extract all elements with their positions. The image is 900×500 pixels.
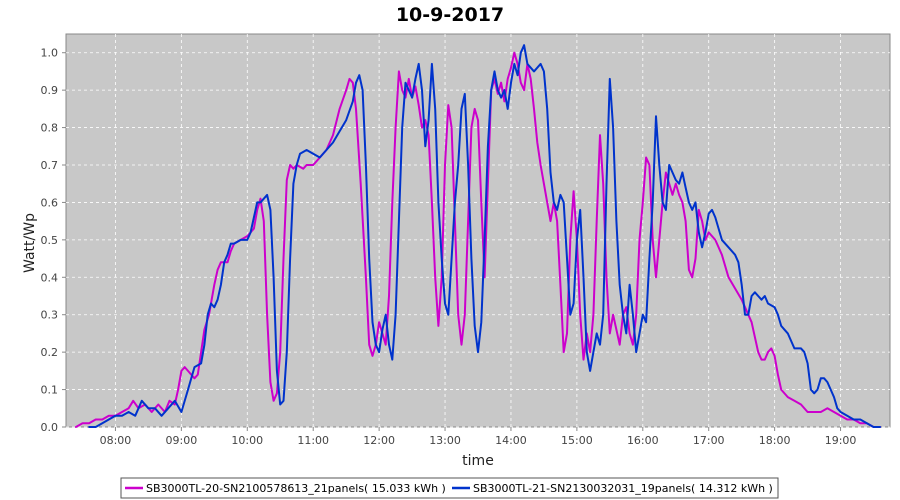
y-tick-label: 0.5 (41, 234, 59, 247)
grid (66, 34, 890, 428)
axes: 0.0 0.1 0.2 0.3 0.4 0.5 0.6 0.7 0.8 0.9 1.0 08:00 09… (41, 47, 857, 447)
x-tick-label: 19:00 (825, 434, 857, 447)
y-tick-label: 0.2 (41, 346, 59, 359)
y-tick-label: 0.1 (41, 384, 59, 397)
x-tick-label: 11:00 (297, 434, 329, 447)
y-tick-label: 0.6 (41, 196, 59, 209)
y-tick-label: 0.7 (41, 159, 59, 172)
x-tick-label: 12:00 (363, 434, 395, 447)
series-lines (74, 44, 882, 428)
x-tick-label: 09:00 (166, 434, 198, 447)
x-tick-label: 17:00 (693, 434, 725, 447)
legend-label-2: SB3000TL-21-SN2130032031_19panels( 14.31… (473, 482, 773, 495)
x-tick-label: 13:00 (429, 434, 461, 447)
x-axis-label: time (462, 453, 494, 469)
x-tick-label: 10:00 (231, 434, 263, 447)
legend: SB3000TL-20-SN2100578613_21panels( 15.03… (120, 477, 779, 499)
y-axis-label: Watt/Wp (22, 213, 38, 273)
y-tick-label: 0.3 (41, 309, 59, 322)
y-tick-label: 0.9 (41, 84, 59, 97)
y-tick-label: 0.8 (41, 122, 59, 135)
y-tick-label: 0.0 (41, 421, 59, 434)
y-tick-label: 0.4 (41, 271, 59, 284)
y-tick-label: 1.0 (41, 47, 59, 60)
x-tick-label: 18:00 (759, 434, 791, 447)
legend-label-1: SB3000TL-20-SN2100578613_21panels( 15.03… (146, 482, 446, 495)
chart-title: 10-9-2017 (396, 4, 504, 26)
x-tick-label: 14:00 (495, 434, 527, 447)
legend-box (120, 477, 779, 499)
x-tick-label: 16:00 (627, 434, 659, 447)
series-line-2 (88, 44, 882, 428)
plot-area (65, 33, 891, 428)
x-tick-label: 08:00 (100, 434, 132, 447)
x-tick-label: 15:00 (561, 434, 593, 447)
